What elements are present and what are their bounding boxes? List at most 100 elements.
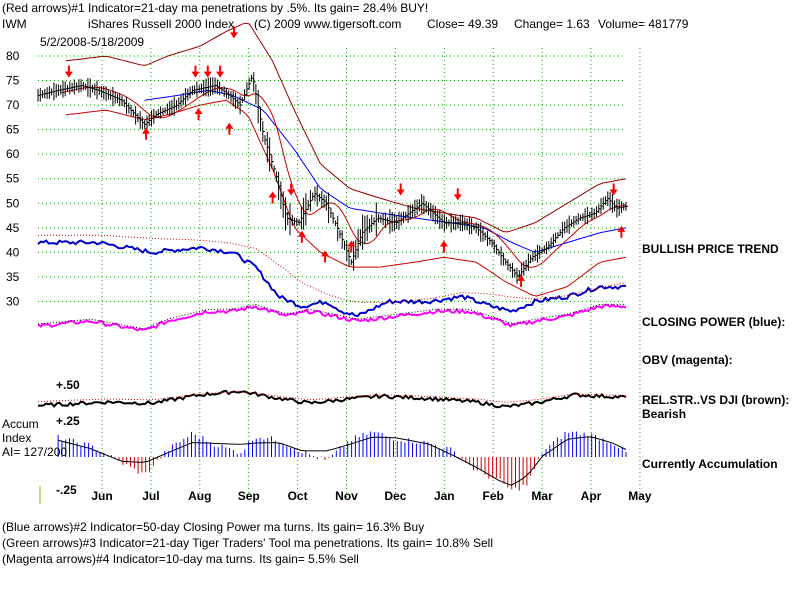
- red-arrow-down: [230, 26, 238, 39]
- y-tick-label: 55: [6, 172, 20, 186]
- arrow-head: [191, 71, 200, 78]
- y-tick-labels: 80 75 70 65 60 55 50 45 40 35 30: [6, 49, 20, 308]
- red-arrow-up: [617, 225, 626, 238]
- closing-power-label: CLOSING POWER (blue):: [642, 315, 785, 329]
- red-arrow-down: [64, 65, 73, 78]
- arrow-head: [268, 191, 277, 198]
- obv-line: [37, 303, 627, 332]
- red-arrow-up: [517, 274, 526, 287]
- accumulation-histogram: [57, 431, 627, 491]
- signal-arrows: [64, 26, 626, 287]
- ticker-label: IWM: [2, 17, 27, 31]
- red-arrow-down: [191, 65, 200, 78]
- y-tick-label: 65: [6, 123, 20, 137]
- upper-band-line: [65, 22, 627, 233]
- x-tick-label: Apr: [581, 489, 602, 503]
- index-title: iShares Russell 2000 Index: [88, 17, 234, 31]
- bearish-label: Bearish: [642, 407, 686, 421]
- y-tick-label: 30: [6, 294, 20, 308]
- x-tick-label: Feb: [483, 489, 504, 503]
- y-tick-label: 35: [6, 270, 20, 284]
- arrow-head: [347, 240, 356, 247]
- x-tick-label: Jul: [142, 489, 159, 503]
- accum-tick-plus25: +.25: [56, 414, 80, 428]
- obv-label: OBV (magenta):: [642, 353, 733, 367]
- close-value: Close= 49.39: [427, 17, 498, 31]
- change-value: Change= 1.63: [514, 17, 590, 31]
- accum-ma-line: [57, 436, 627, 486]
- x-tick-label: Jun: [91, 489, 112, 503]
- bands: [60, 22, 627, 297]
- y-tick-label: 80: [6, 49, 20, 63]
- closing-power-line: [37, 239, 627, 318]
- footer-line-blue: (Blue arrows)#2 Indicator=50-day Closing…: [2, 520, 425, 534]
- red-arrow-up: [142, 127, 151, 140]
- red-arrow-up: [297, 230, 306, 243]
- y-tick-label: 60: [6, 147, 20, 161]
- red-arrow-down: [203, 65, 212, 78]
- arrow-head: [142, 127, 151, 134]
- x-tick-label: Oct: [288, 489, 308, 503]
- arrow-head: [203, 71, 212, 78]
- lower-band-line: [65, 99, 627, 297]
- date-range: 5/2/2008-5/18/2009: [40, 35, 144, 49]
- red-arrow-down: [396, 183, 405, 196]
- volume-value: Volume= 481779: [598, 17, 689, 31]
- x-tick-label: Sep: [238, 489, 260, 503]
- accum-tick-minus25: -.25: [56, 483, 77, 497]
- x-tick-label: May: [628, 489, 652, 503]
- red-arrow-up: [225, 122, 234, 135]
- rel-str-ma-line: [37, 390, 627, 403]
- red-arrow-down: [609, 183, 618, 196]
- indicator-lines: [37, 234, 627, 409]
- x-tick-label: Jan: [434, 489, 455, 503]
- red-arrow-up: [347, 240, 356, 253]
- rel-str-line: [37, 389, 627, 409]
- footer-line-magenta: (Magenta arrows)#4 Indicator=10-day ma t…: [2, 552, 359, 566]
- red-arrow-down: [287, 183, 296, 196]
- red-arrow-up: [194, 108, 203, 120]
- obv-ma-line: [37, 303, 626, 330]
- arrow-head: [194, 108, 203, 114]
- arrow-head: [453, 194, 462, 201]
- x-tick-label: Dec: [384, 489, 406, 503]
- short-ma-line: [60, 86, 627, 268]
- rel-str-tick-plus50: +.50: [56, 378, 80, 392]
- red-arrow-up: [268, 191, 277, 204]
- price-bars: [37, 72, 628, 284]
- red-arrow-down: [216, 65, 225, 78]
- y-tick-label: 40: [6, 245, 20, 259]
- accum-status-label: Currently Accumulation: [642, 457, 778, 471]
- footer-line-green: (Green arrows)#3 Indicator=21-day Tiger …: [2, 536, 493, 550]
- arrow-head: [64, 71, 73, 78]
- x-tick-label: Aug: [188, 489, 211, 503]
- trend-label: BULLISH PRICE TREND: [642, 242, 779, 256]
- copyright: (C) 2009 www.tigersoft.com: [254, 17, 401, 31]
- arrow-head: [216, 71, 225, 78]
- x-tick-label: Nov: [335, 489, 358, 503]
- arrow-head: [609, 189, 618, 196]
- arrow-head: [439, 240, 448, 247]
- arrow-head: [396, 189, 405, 196]
- ai-label: AI= 127/200: [2, 445, 67, 459]
- arrow-head: [297, 230, 306, 237]
- header-line1: (Red arrows)#1 Indicator=21-day ma penet…: [2, 1, 428, 15]
- x-tick-labels: Jun Jul Aug Sep Oct Nov Dec Jan Feb Mar Apr May: [91, 489, 652, 503]
- red-arrow-down: [453, 188, 462, 201]
- grid: [38, 48, 641, 500]
- arrow-head: [617, 225, 626, 232]
- arrow-head: [321, 250, 330, 257]
- arrow-head: [230, 32, 238, 39]
- index-label: Index: [2, 431, 31, 445]
- red-arrow-up: [321, 250, 330, 263]
- y-tick-label: 45: [6, 221, 20, 235]
- arrow-head: [517, 274, 526, 281]
- accum-label: Accum: [2, 417, 39, 431]
- x-tick-label: Mar: [531, 489, 553, 503]
- y-tick-label: 50: [6, 196, 20, 210]
- arrow-head: [287, 189, 296, 196]
- rel-str-label: REL.STR..VS DJI (brown):: [642, 393, 789, 407]
- y-tick-label: 70: [6, 98, 20, 112]
- red-arrow-up: [439, 240, 448, 253]
